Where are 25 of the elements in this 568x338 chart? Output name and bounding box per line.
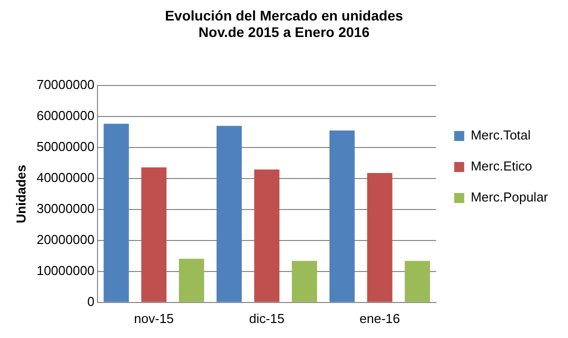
y-tick-label: 60000000 [36, 108, 94, 124]
chart-title: Evolución del Mercado en unidades Nov.de 2015 a Enero 2016 [164, 7, 404, 40]
y-tick-label: 50000000 [36, 139, 94, 154]
bar [329, 130, 355, 302]
x-tick-label: ene-16 [359, 310, 400, 326]
y-tick-label: 40000000 [36, 170, 94, 186]
bar [367, 172, 392, 302]
bar [254, 170, 280, 302]
y-tick-label: 0 [87, 294, 94, 309]
legend-label: Merc.Popular [470, 190, 549, 205]
bar [104, 124, 129, 302]
x-tick-label: dic-15 [249, 310, 285, 326]
y-tick-label: 70000000 [36, 77, 94, 92]
bar [292, 260, 318, 302]
y-tick-label: 10000000 [36, 263, 94, 278]
bar [178, 258, 204, 302]
bar [216, 126, 242, 302]
y-tick-label: 20000000 [36, 232, 94, 248]
x-tick-label: nov-15 [134, 310, 174, 326]
y-axis-title: Unidades [13, 164, 28, 224]
y-tick-label: 30000000 [36, 201, 94, 216]
legend-label: Merc.Total [470, 128, 531, 143]
bar [141, 167, 167, 302]
bar [404, 260, 430, 302]
legend-label: Merc.Etico [470, 158, 532, 174]
